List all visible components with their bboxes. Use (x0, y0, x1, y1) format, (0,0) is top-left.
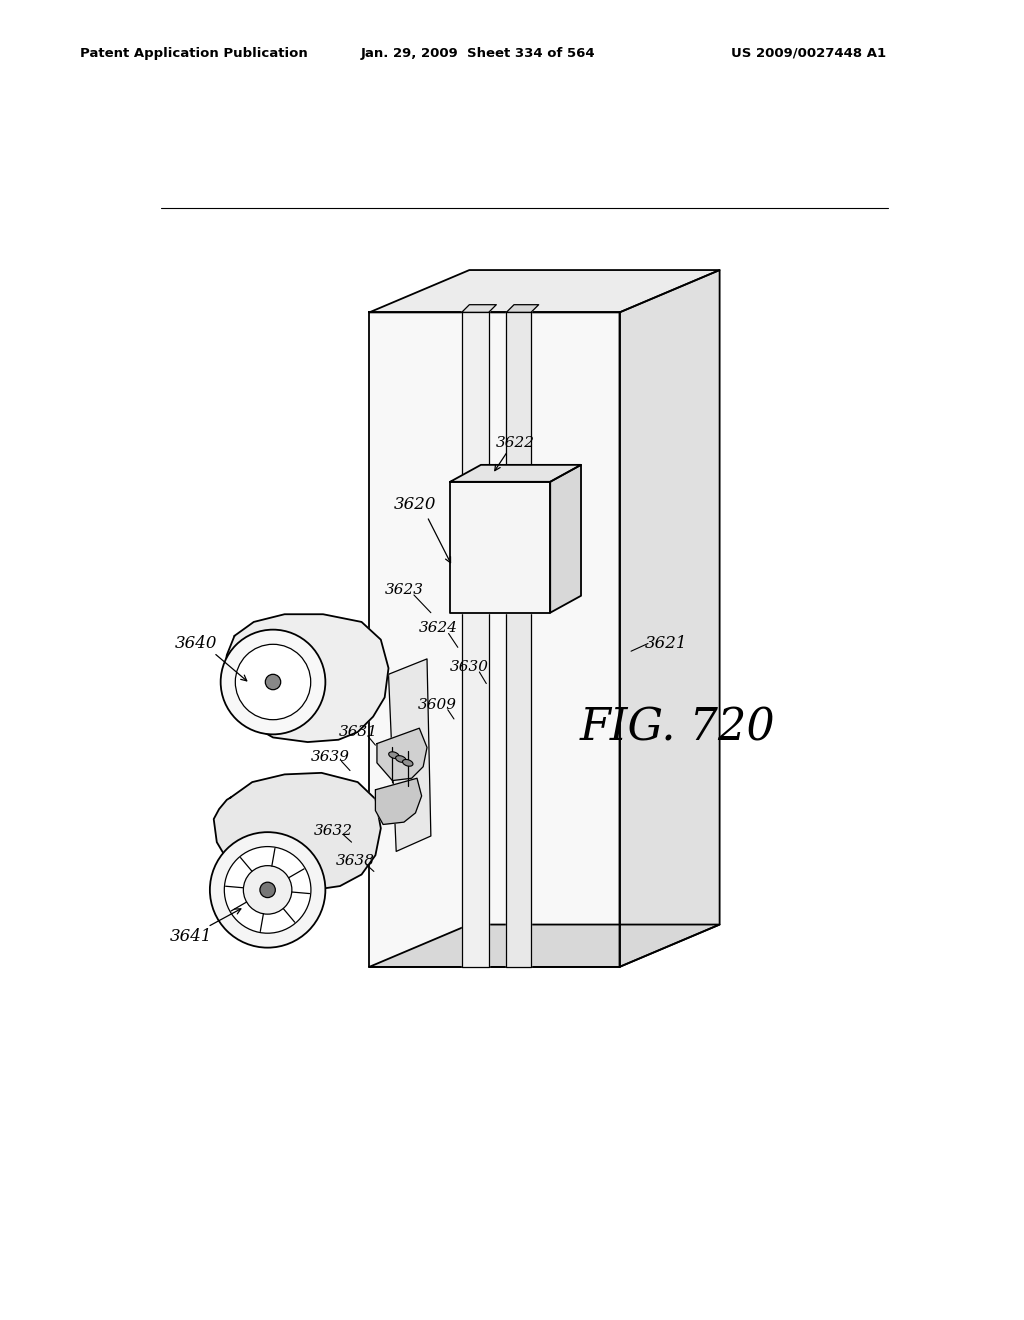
Text: Patent Application Publication: Patent Application Publication (80, 46, 307, 59)
Text: US 2009/0027448 A1: US 2009/0027448 A1 (731, 46, 886, 59)
Polygon shape (376, 779, 422, 825)
Polygon shape (223, 614, 388, 742)
Polygon shape (214, 774, 381, 890)
Text: 3622: 3622 (496, 437, 536, 450)
Text: 3623: 3623 (384, 582, 423, 597)
Polygon shape (451, 482, 550, 612)
Polygon shape (462, 313, 488, 966)
Text: 3640: 3640 (175, 635, 217, 652)
Ellipse shape (220, 630, 326, 734)
Polygon shape (370, 313, 620, 966)
Polygon shape (377, 729, 427, 780)
Text: 3624: 3624 (419, 622, 458, 635)
Polygon shape (462, 305, 497, 313)
Ellipse shape (265, 675, 281, 689)
Ellipse shape (210, 832, 326, 948)
Text: 3632: 3632 (313, 824, 352, 838)
Text: 3631: 3631 (339, 725, 378, 739)
Ellipse shape (395, 755, 407, 763)
Ellipse shape (402, 759, 413, 766)
Text: 3620: 3620 (394, 496, 436, 513)
Ellipse shape (389, 752, 399, 759)
Text: 3641: 3641 (169, 928, 212, 945)
Polygon shape (550, 465, 581, 612)
Text: Jan. 29, 2009  Sheet 334 of 564: Jan. 29, 2009 Sheet 334 of 564 (360, 46, 595, 59)
Polygon shape (506, 305, 539, 313)
Text: FIG. 720: FIG. 720 (580, 706, 775, 750)
Ellipse shape (244, 866, 292, 915)
Text: 3639: 3639 (311, 751, 350, 764)
Polygon shape (620, 271, 720, 966)
Polygon shape (506, 313, 531, 966)
Text: 3621: 3621 (644, 635, 687, 652)
Text: 3630: 3630 (450, 660, 488, 673)
Polygon shape (451, 465, 581, 482)
Polygon shape (388, 659, 431, 851)
Text: 3638: 3638 (336, 854, 375, 867)
Text: 3609: 3609 (418, 698, 457, 711)
Ellipse shape (236, 644, 310, 719)
Ellipse shape (260, 882, 275, 898)
Ellipse shape (224, 846, 311, 933)
Polygon shape (370, 271, 720, 313)
Polygon shape (370, 924, 720, 966)
